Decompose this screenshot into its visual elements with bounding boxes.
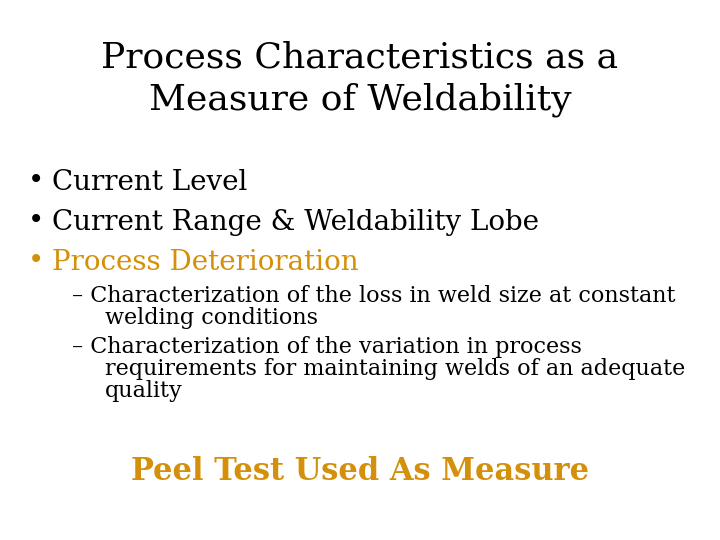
Text: •: • [28,208,44,235]
Text: Current Range & Weldability Lobe: Current Range & Weldability Lobe [52,208,539,235]
Text: Current Level: Current Level [52,168,248,195]
Text: •: • [28,168,44,195]
Text: quality: quality [105,380,183,402]
Text: – Characterization of the loss in weld size at constant: – Characterization of the loss in weld s… [72,285,675,307]
Text: requirements for maintaining welds of an adequate: requirements for maintaining welds of an… [105,358,685,380]
Text: Process Characteristics as a
Measure of Weldability: Process Characteristics as a Measure of … [102,40,618,117]
Text: •: • [28,248,44,275]
Text: Process Deterioration: Process Deterioration [52,248,359,275]
Text: – Characterization of the variation in process: – Characterization of the variation in p… [72,336,582,358]
Text: Peel Test Used As Measure: Peel Test Used As Measure [131,456,589,488]
Text: welding conditions: welding conditions [105,307,318,329]
